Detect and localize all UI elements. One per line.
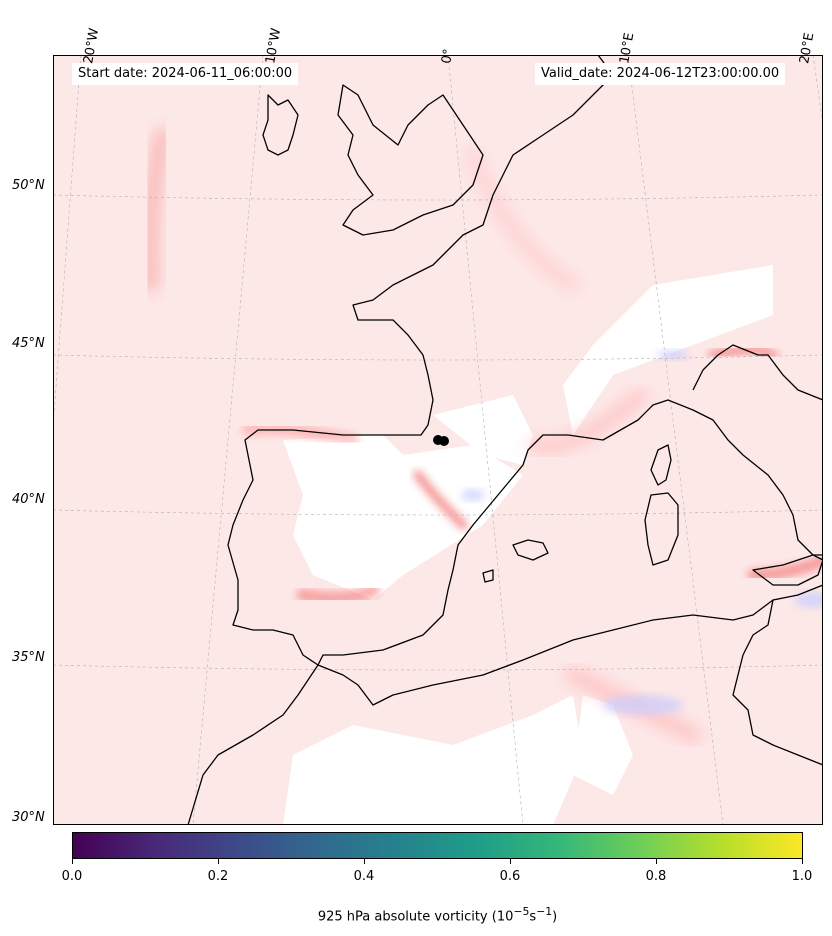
colorbar-tick bbox=[656, 859, 657, 864]
colorbar-title-end: ) bbox=[552, 909, 558, 925]
blank-regions bbox=[283, 265, 773, 825]
coastline-sicily bbox=[752, 554, 823, 586]
coastline-italy-north bbox=[692, 344, 823, 401]
coastline-sardinia bbox=[644, 492, 679, 566]
blank-region-sahara bbox=[283, 695, 583, 825]
colorbar-tick-label: 0.8 bbox=[645, 869, 667, 884]
coastline-balearic-ibiza bbox=[482, 569, 494, 583]
colorbar-tick bbox=[218, 859, 219, 864]
gridline-lon-10w bbox=[192, 55, 264, 825]
colorbar-title: 925 hPa absolute vorticity (10−5s−1) bbox=[0, 905, 832, 924]
colorbar-tick-label: 0.0 bbox=[61, 869, 83, 884]
map-border bbox=[53, 55, 823, 825]
vorticity-band-britain bbox=[466, 148, 580, 292]
vorticity-band-betic bbox=[296, 583, 380, 606]
lat-label-35n: 35°N bbox=[12, 650, 45, 665]
vorticity-band-gulf-lion bbox=[527, 389, 649, 453]
colorbar-tick bbox=[510, 859, 511, 864]
coastline-ireland bbox=[262, 94, 299, 156]
negative-patch-tunisia bbox=[795, 592, 823, 608]
colorbar-title-unit: s bbox=[529, 909, 537, 925]
lat-label-30n: 30°N bbox=[12, 810, 45, 825]
gridline-lon-0 bbox=[447, 55, 524, 825]
valid-date-label: Valid_date: 2024-06-12T23:00:00.00 bbox=[535, 63, 786, 85]
colorbar-tick-label: 1.0 bbox=[791, 869, 813, 884]
track-marker bbox=[433, 435, 449, 446]
gridline-lat-50 bbox=[53, 194, 823, 201]
colorbar-tick-label: 0.6 bbox=[499, 869, 521, 884]
blank-region-france bbox=[433, 395, 533, 465]
coastline-great-britain bbox=[337, 84, 484, 236]
blank-region-algeria bbox=[573, 695, 633, 795]
colorbar-title-exp1: −5 bbox=[513, 905, 530, 918]
coastline-north-africa bbox=[187, 584, 823, 825]
colorbar bbox=[72, 832, 803, 859]
gridline-lat-40 bbox=[53, 509, 823, 516]
blank-region-alps bbox=[563, 265, 773, 435]
lat-label-50n: 50°N bbox=[12, 178, 45, 193]
coastline-balearic-mallorca bbox=[512, 539, 549, 561]
coastline-tunisia bbox=[732, 599, 823, 766]
vorticity-band-italy bbox=[708, 344, 778, 360]
colorbar-tick bbox=[72, 859, 73, 864]
track-point-2 bbox=[439, 436, 449, 446]
gridline-lon-20w bbox=[53, 55, 82, 431]
colorbar-tick bbox=[364, 859, 365, 864]
negative-patch-ligurian bbox=[657, 350, 689, 360]
vorticity-band-ebro bbox=[413, 470, 468, 530]
coastline-europe bbox=[227, 55, 823, 666]
colorbar-title-text: 925 hPa absolute vorticity (10 bbox=[317, 909, 514, 925]
lat-label-45n: 45°N bbox=[12, 336, 45, 351]
coastlines bbox=[187, 55, 823, 825]
colorbar-tick-label: 0.4 bbox=[353, 869, 375, 884]
colorbar-tick bbox=[802, 859, 803, 864]
lon-label-0: 0° bbox=[439, 47, 457, 65]
negative-vorticity bbox=[461, 350, 823, 715]
colorbar-tick-label: 0.2 bbox=[207, 869, 229, 884]
gridline-lat-45 bbox=[53, 354, 823, 361]
vorticity-band-atlantic bbox=[143, 128, 170, 292]
vorticity-map bbox=[53, 55, 823, 825]
negative-patch-iberia bbox=[461, 489, 485, 501]
blank-region-iberia bbox=[283, 435, 523, 600]
negative-patch-atlas bbox=[603, 695, 683, 715]
coastline-corsica bbox=[650, 444, 672, 486]
lat-label-40n: 40°N bbox=[12, 492, 45, 507]
start-date-label: Start date: 2024-06-11_06:00:00 bbox=[72, 63, 299, 85]
graticule bbox=[53, 55, 823, 825]
colorbar-title-exp2: −1 bbox=[536, 905, 553, 918]
gridline-lat-35 bbox=[53, 664, 823, 671]
